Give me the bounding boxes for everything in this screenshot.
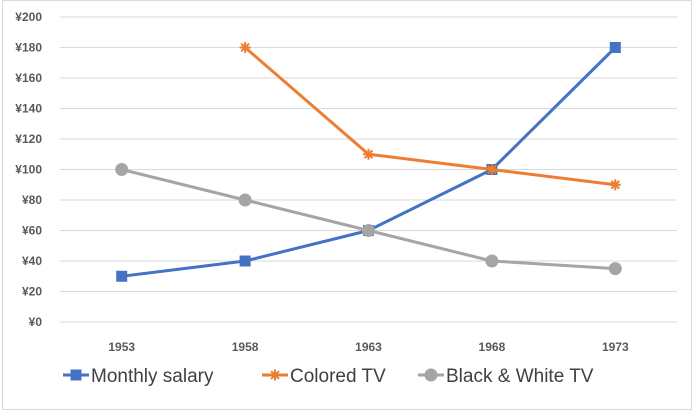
y-tick-label: ¥60 xyxy=(22,224,42,238)
y-tick-label: ¥100 xyxy=(15,163,42,177)
x-axis-tick-labels: 1953 1958 1963 1968 1973 xyxy=(108,340,629,354)
data-point xyxy=(363,148,374,160)
y-tick-label: ¥0 xyxy=(29,315,43,329)
series-colored-tv xyxy=(239,42,621,191)
data-point xyxy=(362,224,375,237)
legend-item: Monthly salary xyxy=(63,366,214,387)
data-point xyxy=(239,42,251,53)
legend-label: Colored TV xyxy=(290,366,386,387)
y-tick-label: ¥140 xyxy=(15,102,42,116)
data-point xyxy=(116,270,128,282)
y-tick-label: ¥160 xyxy=(15,71,42,85)
x-tick-label: 1963 xyxy=(355,340,382,354)
legend-label: Black & White TV xyxy=(446,366,594,387)
series-line xyxy=(121,168,616,271)
data-point xyxy=(238,193,252,207)
data-point xyxy=(115,163,129,176)
x-tick-label: 1958 xyxy=(232,340,259,354)
data-point xyxy=(239,255,251,267)
data-point xyxy=(609,42,621,53)
x-tick-label: 1973 xyxy=(602,340,629,354)
data-point xyxy=(608,262,622,276)
x-tick-label: 1953 xyxy=(108,340,135,354)
legend: Monthly salary Colored TV Black & White TV xyxy=(63,366,594,387)
x-tick-label: 1968 xyxy=(479,340,506,354)
legend-marker xyxy=(70,369,82,381)
series-line xyxy=(244,46,616,187)
y-tick-label: ¥120 xyxy=(15,132,42,146)
y-tick-label: ¥40 xyxy=(22,254,42,268)
legend-item: Colored TV xyxy=(262,366,386,387)
gridlines xyxy=(60,16,677,323)
y-tick-label: ¥200 xyxy=(15,10,42,24)
legend-marker xyxy=(424,368,438,382)
y-tick-label: ¥80 xyxy=(22,193,42,207)
legend-item: Black & White TV xyxy=(418,366,594,387)
data-point xyxy=(485,254,499,268)
series-line xyxy=(121,46,617,278)
data-point xyxy=(609,179,621,191)
series-black-white-tv xyxy=(115,163,622,276)
legend-marker xyxy=(269,369,281,381)
y-tick-label: ¥20 xyxy=(22,285,42,299)
legend-label: Monthly salary xyxy=(91,366,214,387)
y-tick-label: ¥180 xyxy=(15,41,42,55)
data-point xyxy=(486,164,498,175)
y-axis-tick-labels: ¥0 ¥20 ¥40 ¥60 ¥80 ¥100 ¥120 ¥140 ¥160 ¥180 ¥200 xyxy=(15,10,42,329)
series-lines xyxy=(115,42,622,282)
